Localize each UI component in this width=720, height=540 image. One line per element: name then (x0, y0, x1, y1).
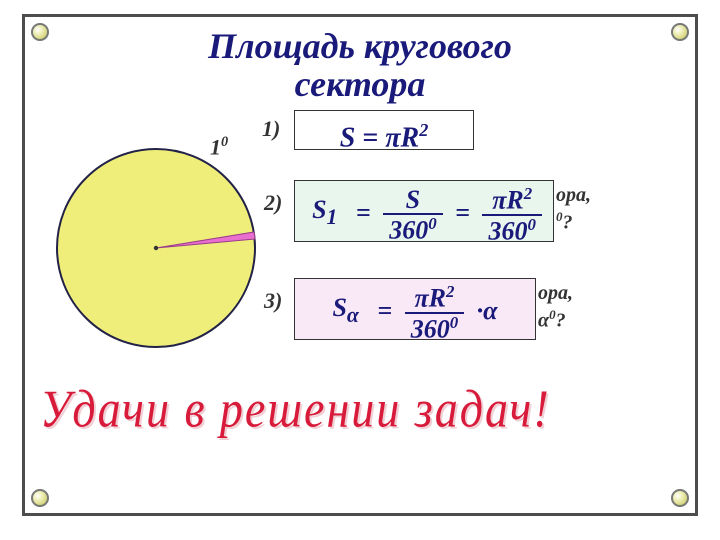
corner-dot-bl (31, 489, 49, 507)
f3-tail: ·α (477, 296, 498, 326)
f3-frac: πR2 3600 (405, 283, 464, 343)
f2-left: S1 (312, 195, 337, 230)
right-text-2b: α0? (538, 308, 566, 332)
f2-frac1: S 3600 (383, 186, 442, 244)
title-line2: сектора (295, 64, 426, 104)
f2-eq1: = (356, 198, 371, 228)
right-text-1a: ора, (556, 184, 591, 206)
circle-diagram (56, 148, 256, 353)
title-line1: Площадь кругового (208, 26, 512, 66)
formula-box-2: S1 = S 3600 = πR2 3600 (294, 180, 554, 242)
page-title: Площадь кругового сектора (0, 28, 720, 104)
f2-frac2: πR2 3600 (482, 185, 541, 245)
right-text-1b: 0? (556, 210, 573, 234)
step-2-label: 2) (264, 190, 282, 216)
f3-eq: = (377, 296, 392, 326)
right-text-2a: ора, (538, 282, 573, 304)
f1-exp: 2 (419, 120, 428, 140)
corner-dot-br (671, 489, 689, 507)
f2-eq2: = (455, 198, 470, 228)
circle-svg (56, 148, 256, 348)
step-3-label: 3) (264, 288, 282, 314)
formula-box-3: Sα = πR2 3600 ·α (294, 278, 536, 340)
center-dot (154, 246, 158, 250)
goodluck-text: Удачи в решении задач! (40, 378, 551, 439)
f3-left: Sα (332, 293, 358, 328)
step-1-label: 1) (262, 116, 280, 142)
formula-box-1: S = πR2 (294, 110, 474, 150)
f1-text: S = πR (340, 122, 420, 153)
